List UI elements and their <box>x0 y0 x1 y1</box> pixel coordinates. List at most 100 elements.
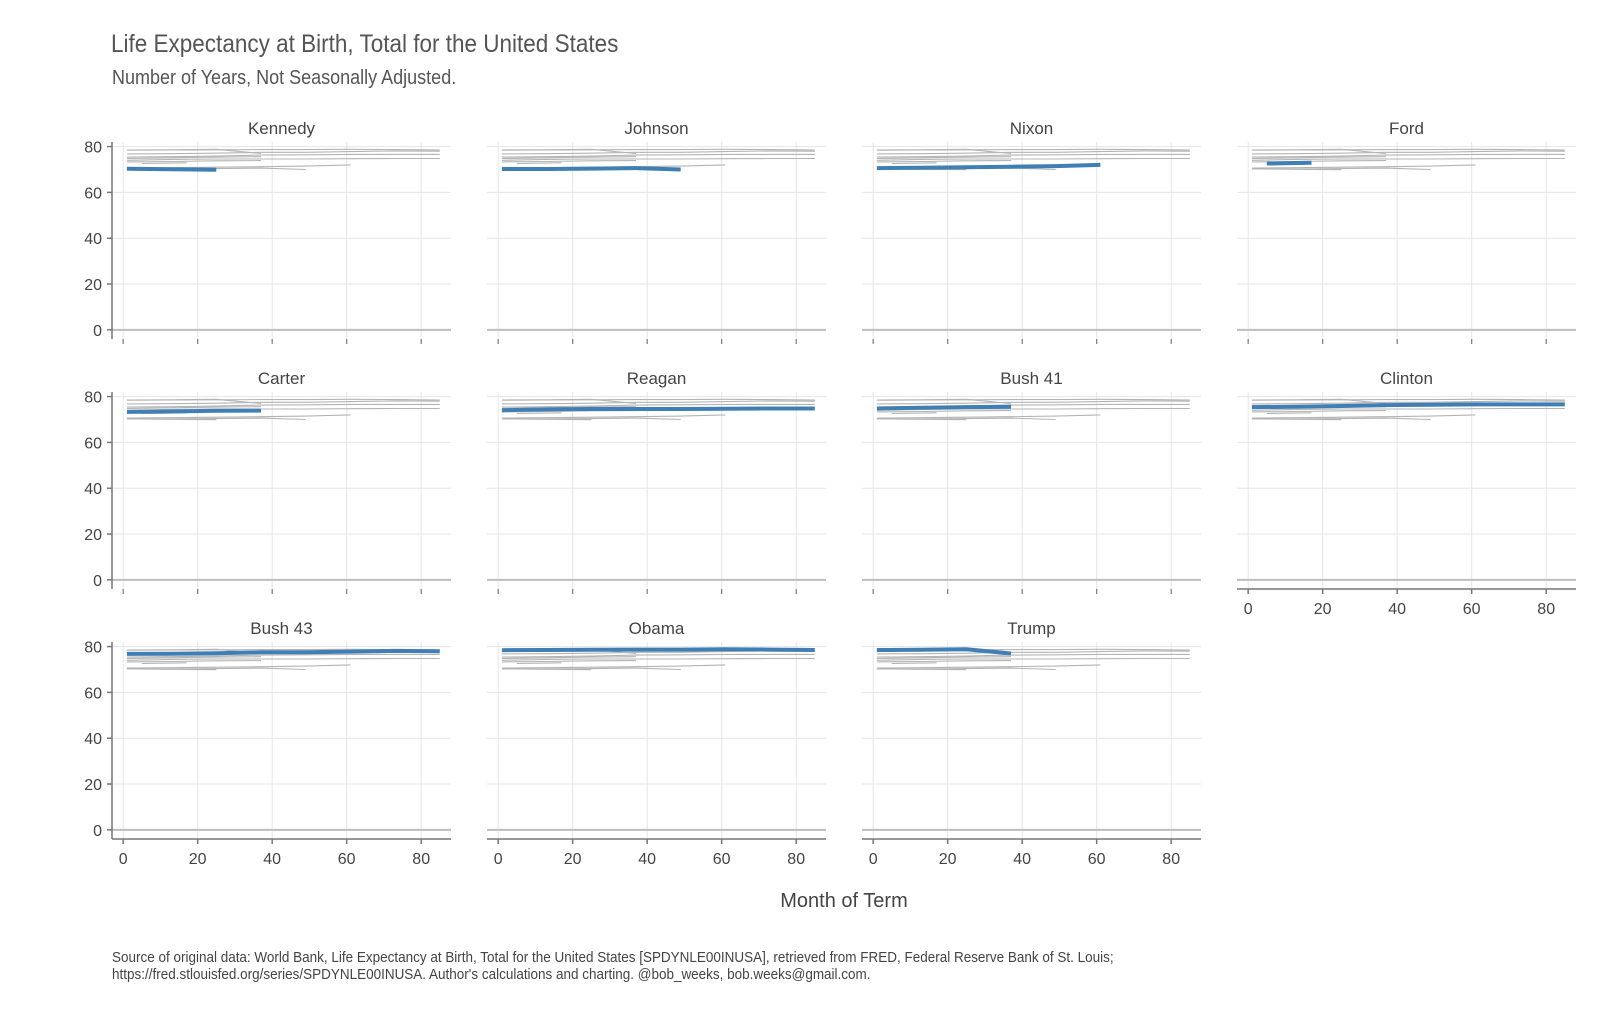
background-line-ford <box>891 162 937 165</box>
background-line-reagan <box>501 657 815 661</box>
background-line-clinton <box>501 153 815 158</box>
x-tick-label: 0 <box>1244 601 1253 618</box>
x-tick-label: 60 <box>1463 601 1481 618</box>
highlight-line-bush-41 <box>876 404 1012 411</box>
y-tick-label: 20 <box>84 277 102 294</box>
background-line-clinton <box>126 153 440 158</box>
chart-subtitle: Number of Years, Not Seasonally Adjusted… <box>112 67 457 89</box>
y-tick-label: 80 <box>84 640 102 657</box>
background-line-bush-43 <box>501 150 815 155</box>
panel-title: Bush 43 <box>250 619 312 638</box>
highlight-line-obama <box>501 647 815 653</box>
background-line-clinton <box>876 153 1190 158</box>
y-tick-label: 60 <box>84 185 102 202</box>
background-line-carter <box>876 160 1012 163</box>
highlight-line-nixon <box>876 162 1101 171</box>
panel-clinton: Clinton 0 20 40 60 80 <box>1237 369 1576 618</box>
background-line-carter <box>876 410 1012 413</box>
panel-ford: Ford <box>1237 119 1576 344</box>
x-tick-label: 40 <box>638 851 656 868</box>
background-line-trump <box>126 148 262 155</box>
background-line-bush-41 <box>126 156 262 160</box>
background-line-bush-43 <box>876 150 1190 155</box>
background-line-nixon <box>1251 164 1476 169</box>
panel-title: Clinton <box>1380 369 1433 388</box>
background-line-clinton <box>126 403 440 408</box>
background-line-carter <box>876 660 1012 663</box>
y-tick-label: 80 <box>84 390 102 407</box>
background-line-clinton <box>1251 153 1565 158</box>
x-tick-label: 40 <box>1013 851 1031 868</box>
x-tick-label: 40 <box>263 851 281 868</box>
background-line-reagan <box>126 657 440 661</box>
panel-title: Nixon <box>1010 119 1053 138</box>
chart-caption: Source of original data: World Bank, Lif… <box>112 950 1114 984</box>
background-line-trump <box>1251 398 1387 405</box>
background-line-reagan <box>501 157 815 161</box>
background-line-nixon <box>126 414 351 419</box>
background-line-bush-43 <box>876 650 1190 655</box>
background-line-bush-43 <box>876 400 1190 405</box>
x-tick-label: 0 <box>494 851 503 868</box>
background-line-clinton <box>876 653 1190 658</box>
y-tick-label: 80 <box>84 140 102 157</box>
highlight-line-carter <box>126 408 262 414</box>
x-tick-label: 0 <box>119 851 128 868</box>
background-line-ford <box>516 162 562 165</box>
y-tick-label: 0 <box>93 323 102 340</box>
y-tick-label: 0 <box>93 823 102 840</box>
panel-reagan: Reagan <box>487 369 826 594</box>
background-line-reagan <box>1251 407 1565 411</box>
background-line-bush-41 <box>876 656 1012 660</box>
background-line-johnson <box>1251 417 1431 421</box>
panel-bush-41: Bush 41 <box>862 369 1201 594</box>
background-line-reagan <box>876 657 1190 661</box>
background-line-johnson <box>876 667 1056 671</box>
background-line-bush-43 <box>126 400 440 405</box>
background-line-ford <box>516 662 562 665</box>
background-line-johnson <box>501 667 681 671</box>
background-line-bush-41 <box>1251 156 1387 160</box>
background-line-carter <box>126 660 262 663</box>
x-tick-label: 80 <box>787 851 805 868</box>
background-line-clinton <box>126 653 440 658</box>
background-line-trump <box>1251 148 1387 155</box>
panel-title: Trump <box>1007 619 1056 638</box>
highlight-line-trump <box>876 647 1012 656</box>
highlight-line-ford <box>1266 160 1312 166</box>
y-tick-label: 60 <box>84 435 102 452</box>
background-line-clinton <box>501 653 815 658</box>
background-line-trump <box>876 148 1012 155</box>
x-tick-label: 40 <box>1388 601 1406 618</box>
background-line-bush-43 <box>126 150 440 155</box>
background-line-johnson <box>126 417 306 421</box>
background-line-nixon <box>1251 414 1476 419</box>
x-tick-label: 80 <box>1162 851 1180 868</box>
panel-bush-43: Bush 43 0 20 40 60 80 0 20 40 60 80 <box>84 619 451 868</box>
background-line-carter <box>501 160 637 163</box>
background-line-trump <box>501 148 637 155</box>
panel-title: Bush 41 <box>1000 369 1062 388</box>
background-line-nixon <box>126 664 351 669</box>
panel-title: Ford <box>1389 119 1424 138</box>
background-line-bush-43 <box>501 400 815 405</box>
panel-carter: Carter 0 20 40 60 80 <box>84 369 451 594</box>
background-line-johnson <box>501 417 681 421</box>
background-line-ford <box>516 412 562 415</box>
x-tick-label: 80 <box>412 851 430 868</box>
x-tick-label: 20 <box>564 851 582 868</box>
y-tick-label: 20 <box>84 777 102 794</box>
panel-nixon: Nixon <box>862 119 1201 344</box>
x-tick-label: 0 <box>869 851 878 868</box>
y-tick-label: 40 <box>84 231 102 248</box>
panel-obama: Obama 0 20 40 60 80 <box>487 619 826 868</box>
y-tick-label: 40 <box>84 731 102 748</box>
caption-line-1: Source of original data: World Bank, Lif… <box>112 950 1114 966</box>
background-line-trump <box>126 398 262 405</box>
background-line-bush-41 <box>501 156 637 160</box>
panel-title: Kennedy <box>248 119 316 138</box>
background-line-ford <box>141 662 187 665</box>
background-line-carter <box>126 160 262 163</box>
panel-title: Reagan <box>627 369 687 388</box>
background-line-johnson <box>126 667 306 671</box>
